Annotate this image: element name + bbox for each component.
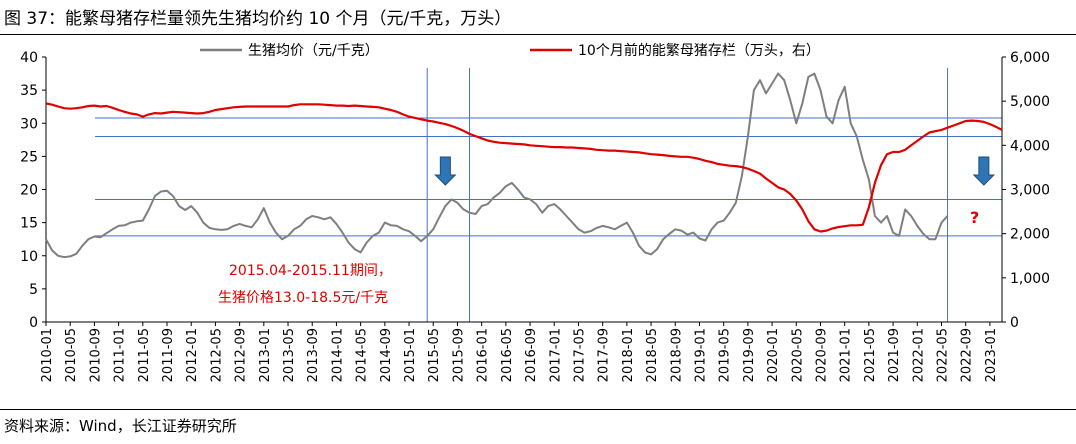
x-axis-tick-label: 2010-09 <box>88 328 103 382</box>
right-axis-tick-label: 5,000 <box>1010 94 1050 110</box>
x-axis-tick-label: 2022-09 <box>960 328 975 382</box>
figure-title-bar: 图 37：能繁母猪存栏量领先生猪均价约 10 个月（元/千克，万头） <box>0 0 1076 35</box>
x-axis-tick-label: 2014-05 <box>355 328 370 382</box>
x-axis-tick-label: 2013-09 <box>306 328 321 382</box>
left-axis-tick-label: 35 <box>20 83 38 99</box>
figure-title: 图 37：能繁母猪存栏量领先生猪均价约 10 个月（元/千克，万头） <box>4 9 512 29</box>
x-axis-tick-label: 2020-09 <box>814 328 829 382</box>
x-axis-tick-label: 2012-05 <box>209 328 224 382</box>
right-axis-tick-label: 3,000 <box>1010 183 1050 199</box>
series-layer <box>45 72 1003 259</box>
x-axis-tick-label: 2017-09 <box>597 328 612 382</box>
legend-label-price: 生猪均价（元/千克） <box>248 43 379 59</box>
x-axis-tick-label: 2018-09 <box>669 328 684 382</box>
x-axis-tick-label: 2018-05 <box>645 328 660 382</box>
x-axis-tick-label: 2014-09 <box>379 328 394 382</box>
left-axis-tick-label: 10 <box>20 249 38 265</box>
x-axis-tick-label: 2020-01 <box>766 328 781 382</box>
x-axis-tick-label: 2011-09 <box>161 328 176 382</box>
annotation-price-range: 生猪价格13.0-18.5元/千克 <box>218 290 388 306</box>
x-axis-tick-label: 2011-05 <box>137 328 152 382</box>
x-axis-tick-label: 2012-01 <box>185 328 200 382</box>
x-axis-tick-label: 2013-01 <box>258 328 273 382</box>
x-axis-tick-label: 2020-05 <box>790 328 805 382</box>
x-axis-tick-label: 2018-01 <box>621 328 636 382</box>
annotation-period: 2015.04-2015.11期间， <box>229 263 392 279</box>
x-axis-tick-label: 2013-05 <box>282 328 297 382</box>
left-axis-tick-label: 0 <box>29 315 38 331</box>
hog-price-line <box>45 72 949 259</box>
x-axis-tick-label: 2015-05 <box>427 328 442 382</box>
left-axis-tick-label: 40 <box>20 50 38 66</box>
down-arrow-icon <box>972 156 996 186</box>
source-divider <box>0 409 1076 410</box>
right-axis-tick-label: 2,000 <box>1010 227 1050 243</box>
down-arrow-icon <box>434 156 457 186</box>
x-axis-tick-label: 2010-01 <box>40 328 55 382</box>
sow-inventory-line <box>45 102 1003 233</box>
x-axis-tick-label: 2011-01 <box>113 328 128 382</box>
x-axis-tick-label: 2019-05 <box>718 328 733 382</box>
x-axis-tick-label: 2021-01 <box>839 328 854 382</box>
x-axis-tick-label: 2016-09 <box>524 328 539 382</box>
x-axis-tick-label: 2012-09 <box>234 328 249 382</box>
axes: 0 5 10 15 20 25 30 35 40 0 1,000 2,000 3,000 4,000 5,0… <box>20 50 1050 382</box>
right-axis-tick-label: 4,000 <box>1010 138 1050 154</box>
x-axis-tick-label: 2022-05 <box>935 328 950 382</box>
x-axis-tick-label: 2016-05 <box>500 328 515 382</box>
x-axis-tick-label: 2022-01 <box>911 328 926 382</box>
x-axis-tick-label: 2021-05 <box>863 328 878 382</box>
annotations: 2015.04-2015.11期间， 生猪价格13.0-18.5元/千克? <box>218 156 996 306</box>
x-axis-tick-label: 2023-01 <box>984 328 999 382</box>
x-axis-tick-label: 2014-01 <box>330 328 345 382</box>
x-axis-tick-label: 2021-09 <box>887 328 902 382</box>
x-axis-tick-label: 2016-01 <box>476 328 491 382</box>
right-axis-tick-label: 0 <box>1010 315 1019 331</box>
left-axis-tick-label: 5 <box>29 282 38 298</box>
x-axis-tick-label: 2019-09 <box>742 328 757 382</box>
left-axis-tick-label: 25 <box>20 149 38 165</box>
left-axis-tick-label: 15 <box>20 216 38 232</box>
x-axis-tick-label: 2019-01 <box>693 328 708 382</box>
right-axis-tick-label: 6,000 <box>1010 50 1050 66</box>
left-axis-tick-label: 30 <box>20 116 38 132</box>
legend: 生猪均价（元/千克） 10个月前的能繁母猪存栏（万头，右） <box>200 42 820 59</box>
left-axis-tick-label: 20 <box>20 183 38 199</box>
x-axis-tick-label: 2017-01 <box>548 328 563 382</box>
annotation-question-mark: ? <box>970 208 979 227</box>
reference-lines <box>95 68 1002 322</box>
x-axis-tick-label: 2015-09 <box>451 328 466 382</box>
x-axis-tick-label: 2015-01 <box>403 328 418 382</box>
right-axis-tick-label: 1,000 <box>1010 271 1050 287</box>
source-note: 资料来源：Wind，长江证券研究所 <box>4 417 237 435</box>
legend-label-sow: 10个月前的能繁母猪存栏（万头，右） <box>578 42 820 59</box>
x-axis-tick-label: 2010-05 <box>64 328 79 382</box>
x-axis-tick-label: 2017-05 <box>572 328 587 382</box>
